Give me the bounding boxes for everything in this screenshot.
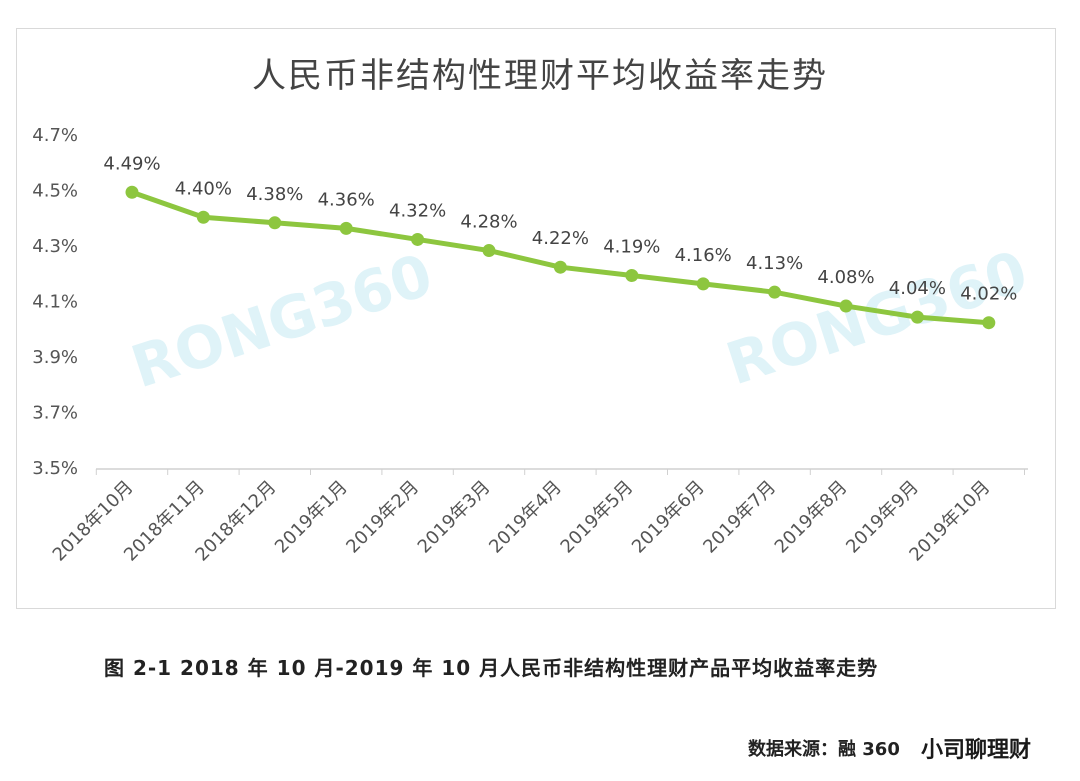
data-label: 4.08% <box>817 267 874 288</box>
figure-caption: 图 2-1 2018 年 10 月-2019 年 10 月人民币非结构性理财产品… <box>104 656 879 680</box>
data-label: 4.02% <box>960 284 1017 305</box>
brand-watermark: 小司聊理财 <box>915 732 1038 764</box>
x-tick-label: 2019年2月 <box>342 477 423 558</box>
x-tick-label: 2019年3月 <box>414 477 495 558</box>
y-axis-ticks: 3.5% 3.7% 3.9% 4.1% 4.3% 4.5% 4.7% <box>32 125 78 479</box>
x-tick-label: 2019年4月 <box>485 477 566 558</box>
data-label: 4.22% <box>532 228 589 249</box>
data-point <box>411 232 425 246</box>
x-tick-label: 2019年6月 <box>628 477 709 558</box>
data-point <box>982 316 996 330</box>
data-point <box>125 185 139 199</box>
x-tick-label: 2019年5月 <box>557 477 638 558</box>
data-source: 数据来源：融 360 <box>748 739 900 760</box>
y-tick-label: 3.7% <box>32 403 78 424</box>
data-label: 4.40% <box>175 178 232 199</box>
data-point <box>339 221 353 235</box>
data-point <box>768 285 782 299</box>
data-point <box>696 277 710 291</box>
data-label: 4.19% <box>603 237 660 258</box>
chart-frame <box>16 28 1056 609</box>
data-point <box>553 260 567 274</box>
data-label: 4.16% <box>675 245 732 266</box>
data-point <box>839 299 853 313</box>
y-tick-label: 4.1% <box>32 292 78 313</box>
rong360-watermark: RONG360 <box>123 240 440 401</box>
x-tick-label: 2019年8月 <box>771 477 852 558</box>
data-point <box>482 244 496 258</box>
data-label: 4.38% <box>246 184 303 205</box>
data-point <box>910 310 924 324</box>
data-label: 4.13% <box>746 253 803 274</box>
data-point <box>625 269 639 283</box>
data-label: 4.28% <box>460 212 517 233</box>
data-label: 4.49% <box>103 153 160 174</box>
y-tick-label: 4.7% <box>32 125 78 146</box>
data-point <box>268 216 282 230</box>
y-tick-label: 4.5% <box>32 181 78 202</box>
watermarks: RONG360 RONG360 <box>123 237 1035 401</box>
y-tick-label: 4.3% <box>32 236 78 257</box>
x-tick-label: 2019年7月 <box>699 477 780 558</box>
series-line-group <box>125 185 996 330</box>
x-tick-label: 2019年1月 <box>271 477 352 558</box>
data-labels: 4.49% 4.40% 4.38% 4.36% 4.32% 4.28% 4.22% 4.19%… <box>103 153 1017 304</box>
y-tick-label: 3.5% <box>32 458 78 479</box>
data-label: 4.04% <box>889 278 946 299</box>
data-label: 4.32% <box>389 200 446 221</box>
data-label: 4.36% <box>318 189 375 210</box>
x-axis-ticks: 2018年10月2018年11月2018年12月2019年1月2019年2月20… <box>49 469 1025 566</box>
chart-title: 人民币非结构性理财平均收益率走势 <box>252 56 828 96</box>
data-point <box>196 210 210 224</box>
y-tick-label: 3.9% <box>32 347 78 368</box>
